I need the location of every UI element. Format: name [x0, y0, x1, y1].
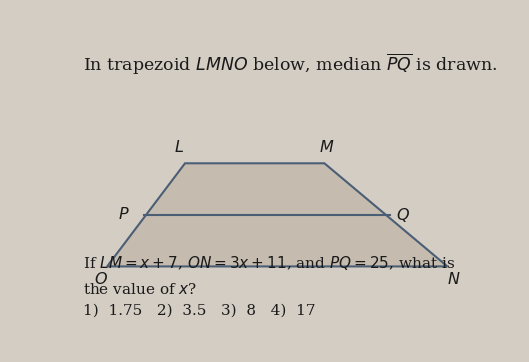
Text: If $LM = x+7$, $ON = 3x+11$, and $PQ = 25$, what is: If $LM = x+7$, $ON = 3x+11$, and $PQ = 2… — [83, 254, 454, 272]
Text: $P$: $P$ — [118, 206, 130, 223]
Text: $Q$: $Q$ — [396, 206, 410, 224]
Text: In trapezoid: In trapezoid — [0, 361, 1, 362]
Text: $L$: $L$ — [174, 139, 184, 156]
Text: 1)  1.75   2)  3.5   3)  8   4)  17: 1) 1.75 2) 3.5 3) 8 4) 17 — [83, 304, 315, 318]
Text: $O$: $O$ — [94, 271, 108, 288]
Text: $M$: $M$ — [319, 139, 334, 156]
Polygon shape — [107, 163, 448, 266]
Text: $N$: $N$ — [447, 271, 460, 288]
Text: the value of $x$?: the value of $x$? — [83, 282, 197, 297]
Text: In trapezoid $\mathit{LMNO}$ below, median $\overline{PQ}$ is drawn.: In trapezoid $\mathit{LMNO}$ below, medi… — [83, 52, 497, 77]
